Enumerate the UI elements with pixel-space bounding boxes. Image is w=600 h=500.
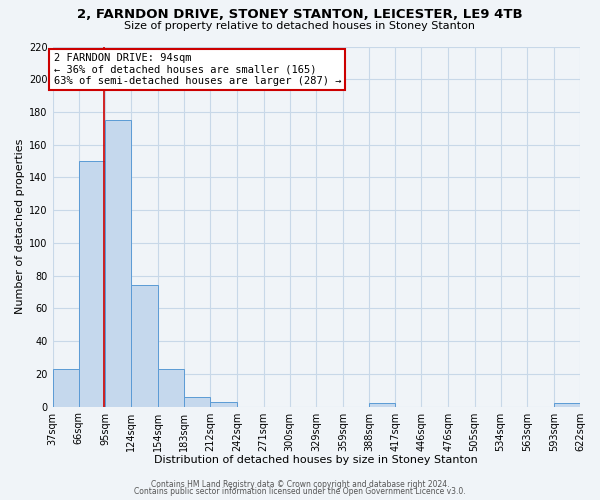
- Text: Size of property relative to detached houses in Stoney Stanton: Size of property relative to detached ho…: [125, 21, 476, 31]
- Text: Contains HM Land Registry data © Crown copyright and database right 2024.: Contains HM Land Registry data © Crown c…: [151, 480, 449, 489]
- Bar: [53, 369, 79, 406]
- Bar: [211, 402, 238, 406]
- Bar: [105, 120, 131, 406]
- Bar: [131, 286, 158, 406]
- Text: Contains public sector information licensed under the Open Government Licence v3: Contains public sector information licen…: [134, 488, 466, 496]
- Text: 2, FARNDON DRIVE, STONEY STANTON, LEICESTER, LE9 4TB: 2, FARNDON DRIVE, STONEY STANTON, LEICES…: [77, 8, 523, 20]
- Y-axis label: Number of detached properties: Number of detached properties: [15, 139, 25, 314]
- Bar: [79, 161, 105, 406]
- Bar: [554, 404, 580, 406]
- Bar: [369, 404, 395, 406]
- Bar: [184, 397, 211, 406]
- Bar: [158, 369, 184, 406]
- X-axis label: Distribution of detached houses by size in Stoney Stanton: Distribution of detached houses by size …: [154, 455, 478, 465]
- Text: 2 FARNDON DRIVE: 94sqm
← 36% of detached houses are smaller (165)
63% of semi-de: 2 FARNDON DRIVE: 94sqm ← 36% of detached…: [53, 53, 341, 86]
